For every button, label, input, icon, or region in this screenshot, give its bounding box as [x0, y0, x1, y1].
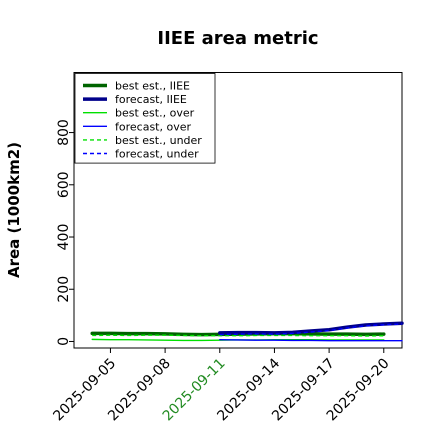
y-tick-label: 800 [56, 119, 72, 146]
legend-label: forecast, over [115, 120, 191, 133]
y-axis-label: Area (1000km2) [5, 142, 23, 278]
legend-box [74, 73, 216, 164]
y-tick-label: 400 [56, 224, 72, 251]
chart-title: IIEE area metric [157, 28, 318, 49]
legend-label: forecast, IIEE [115, 93, 187, 106]
series-line [219, 323, 403, 336]
legend-label: best est., IIEE [115, 80, 190, 93]
plot-area [73, 72, 403, 349]
x-axis-ticks: 2025-09-052025-09-082025-09-112025-09-14… [50, 348, 393, 424]
legend-label: best est., under [115, 134, 202, 147]
series-lines [90, 321, 404, 342]
series-line [218, 321, 404, 335]
y-tick-label: 200 [56, 276, 72, 303]
y-tick-label: 0 [56, 337, 72, 346]
series-line [219, 338, 403, 342]
y-axis-ticks: 0 200 400 600 800 [56, 119, 74, 346]
legend-label: forecast, under [115, 148, 199, 161]
y-tick-label: 600 [56, 171, 72, 198]
legend-label: best est., over [115, 107, 195, 120]
